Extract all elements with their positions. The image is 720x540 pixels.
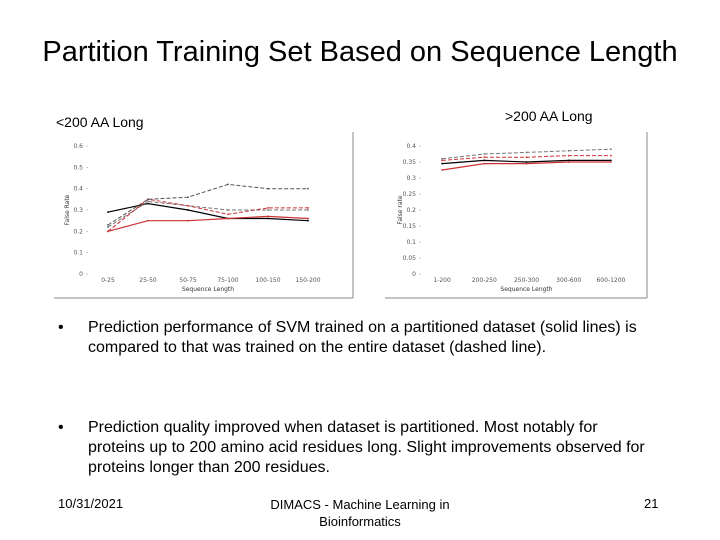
data-point-0-2 — [187, 209, 189, 211]
data-point-2-4 — [267, 209, 269, 211]
data-point-1-4 — [610, 161, 612, 163]
slide-title: Partition Training Set Based on Sequence… — [42, 36, 678, 68]
data-point-0-2 — [525, 161, 528, 163]
y-tick-label: 0.3 — [406, 175, 416, 182]
y-axis-title: False rate — [397, 195, 404, 224]
y-tick-label: 0.35 — [403, 159, 417, 166]
data-point-3-4 — [267, 206, 269, 209]
data-point-1-4 — [267, 215, 269, 218]
x-tick-label: 1-200 — [433, 277, 451, 284]
y-tick-label: 0.6 — [73, 143, 83, 150]
y-tick-label: 0.5 — [73, 164, 83, 171]
data-point-3-2 — [525, 156, 528, 159]
data-point-0-1 — [483, 159, 486, 162]
bullet-text: Prediction quality improved when dataset… — [88, 419, 645, 476]
y-tick-label: 0.3 — [73, 207, 83, 214]
data-point-1-1 — [483, 162, 486, 165]
data-point-3-0 — [441, 159, 443, 162]
data-point-1-2 — [187, 219, 189, 222]
data-point-1-3 — [567, 161, 570, 163]
data-point-3-1 — [483, 156, 486, 159]
data-point-1-0 — [441, 169, 443, 171]
data-point-1-3 — [227, 217, 229, 220]
data-point-3-0 — [107, 230, 109, 233]
y-tick-label: 0.2 — [406, 207, 416, 214]
bullet-item: • Prediction performance of SVM trained … — [58, 318, 658, 358]
x-tick-label: 300-600 — [556, 277, 581, 284]
x-tick-label: 150-200 — [295, 277, 320, 284]
y-tick-label: 0.1 — [73, 250, 83, 257]
x-axis-title: Sequence Length — [500, 286, 552, 293]
data-point-0-1 — [147, 202, 149, 205]
data-point-2-5 — [307, 209, 309, 211]
data-point-2-1 — [147, 200, 149, 203]
series-line-1 — [107, 215, 309, 232]
data-point-4-1 — [147, 198, 149, 201]
chart-right-title: >200 AA Long — [505, 108, 593, 124]
data-point-0-5 — [307, 219, 309, 222]
data-point-0-0 — [107, 211, 109, 214]
y-tick-label: 0.25 — [403, 191, 417, 198]
page-number: 21 — [644, 496, 659, 511]
y-tick-label: 0.4 — [73, 186, 83, 193]
x-tick-label: 75-100 — [217, 277, 238, 284]
x-tick-label: 600-1200 — [596, 277, 625, 284]
y-tick-label: 0.1 — [406, 239, 416, 246]
bullet-text: Prediction performance of SVM trained on… — [88, 319, 637, 356]
x-axis-title: Sequence Length — [182, 286, 234, 293]
y-tick-label: 0.05 — [403, 255, 417, 262]
data-point-0-4 — [610, 159, 612, 162]
x-tick-label: 100-150 — [255, 277, 280, 284]
bullet-marker: • — [58, 319, 64, 336]
data-point-2-3 — [567, 149, 570, 152]
x-tick-label: 250-300 — [514, 277, 539, 284]
x-tick-label: 0-25 — [101, 277, 115, 284]
data-point-0-0 — [441, 162, 443, 165]
series-line-4 — [107, 183, 308, 226]
y-tick-label: 0.15 — [403, 223, 417, 230]
x-tick-label: 200-250 — [472, 277, 497, 284]
series-line-3 — [107, 198, 308, 232]
y-axis-title: False Rate — [64, 194, 71, 225]
data-point-2-4 — [610, 148, 612, 151]
data-point-4-4 — [267, 187, 269, 190]
data-point-4-0 — [107, 224, 109, 226]
data-point-2-1 — [483, 153, 486, 155]
data-point-0-3 — [567, 159, 570, 162]
data-point-3-4 — [610, 154, 612, 157]
series-line-2 — [107, 200, 308, 228]
bullet-marker: • — [58, 419, 64, 436]
data-point-4-5 — [307, 187, 309, 190]
data-point-2-3 — [227, 209, 229, 211]
y-tick-label: 0 — [79, 271, 83, 278]
data-point-2-2 — [525, 151, 528, 154]
series-line-0 — [107, 202, 309, 222]
data-point-1-1 — [147, 219, 149, 222]
data-point-0-4 — [267, 217, 269, 220]
footer-date: 10/31/2021 — [58, 496, 124, 511]
data-point-2-0 — [107, 226, 109, 228]
x-tick-label: 50-75 — [179, 277, 197, 284]
chart-short-sequences: 0 0.1 0.2 0.3 0.4 0.5 0.6 0-25 25-50 50-75 75-100 1… — [54, 132, 354, 299]
bullet-item: • Prediction quality improved when datas… — [58, 418, 658, 478]
footer-title: DIMACS - Machine Learning in Bioinformat… — [270, 497, 450, 529]
x-tick-label: 25-50 — [139, 277, 157, 284]
data-point-4-3 — [227, 183, 229, 186]
y-tick-label: 0 — [412, 271, 416, 278]
data-point-3-5 — [307, 206, 309, 209]
data-point-1-5 — [307, 217, 309, 220]
y-tick-label: 0.4 — [406, 143, 416, 150]
data-point-1-2 — [525, 162, 528, 165]
data-point-3-3 — [227, 213, 229, 216]
data-point-2-0 — [441, 157, 443, 160]
data-point-3-3 — [567, 154, 570, 157]
y-tick-label: 0.2 — [73, 228, 83, 235]
chart-left-title: <200 AA Long — [56, 114, 144, 130]
data-point-3-2 — [187, 204, 189, 207]
data-point-4-2 — [187, 196, 189, 199]
chart-long-sequences: 0 0.05 0.1 0.15 0.2 0.25 0.3 0.35 0.4 1-200 200-25… — [385, 132, 648, 299]
